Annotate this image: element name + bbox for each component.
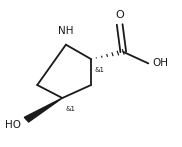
- Text: O: O: [115, 10, 124, 20]
- Text: HO: HO: [5, 120, 21, 130]
- Text: OH: OH: [152, 58, 168, 68]
- Text: &1: &1: [65, 106, 75, 112]
- Polygon shape: [24, 98, 62, 122]
- Text: &1: &1: [95, 67, 105, 73]
- Text: NH: NH: [58, 26, 74, 36]
